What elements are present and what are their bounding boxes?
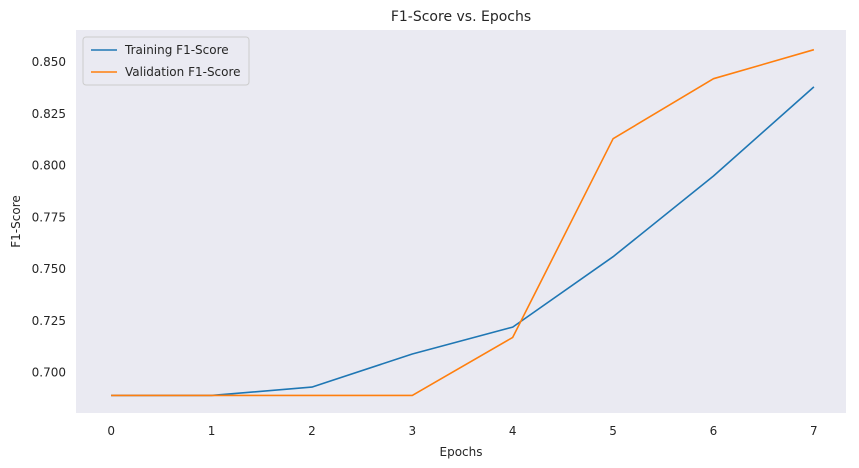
series-line-1 (111, 48, 815, 397)
legend-label-training: Training F1-Score (124, 43, 229, 57)
y-tick-label: 0.700 (32, 366, 66, 380)
y-tick-label: 0.750 (32, 262, 66, 276)
series-line-0 (111, 86, 815, 397)
chart-title: F1-Score vs. Epochs (391, 9, 531, 25)
y-tick-label: 0.800 (32, 159, 66, 173)
y-tick-label: 0.825 (32, 107, 66, 121)
x-tick-label: 4 (509, 424, 517, 438)
x-tick-label: 0 (107, 424, 115, 438)
x-axis-ticks: 0 1 2 3 4 5 6 7 (107, 424, 817, 438)
x-tick-label: 5 (609, 424, 617, 438)
x-tick-label: 1 (208, 424, 216, 438)
y-axis-ticks: 0.700 0.725 0.750 0.775 0.800 0.825 0.850 (32, 55, 66, 380)
x-tick-label: 6 (710, 424, 718, 438)
x-tick-label: 2 (308, 424, 316, 438)
x-tick-label: 7 (810, 424, 818, 438)
x-tick-label: 3 (408, 424, 416, 438)
y-tick-label: 0.725 (32, 314, 66, 328)
x-axis-title: Epochs (440, 445, 483, 459)
y-tick-label: 0.775 (32, 210, 66, 224)
y-axis-title: F1-Score (9, 195, 23, 247)
series-lines (111, 48, 815, 397)
legend-label-validation: Validation F1-Score (125, 65, 241, 79)
plot-area (76, 30, 846, 413)
legend-box (82, 36, 250, 86)
y-tick-label: 0.850 (32, 55, 66, 69)
legend: Training F1-Score Validation F1-Score (82, 36, 250, 86)
